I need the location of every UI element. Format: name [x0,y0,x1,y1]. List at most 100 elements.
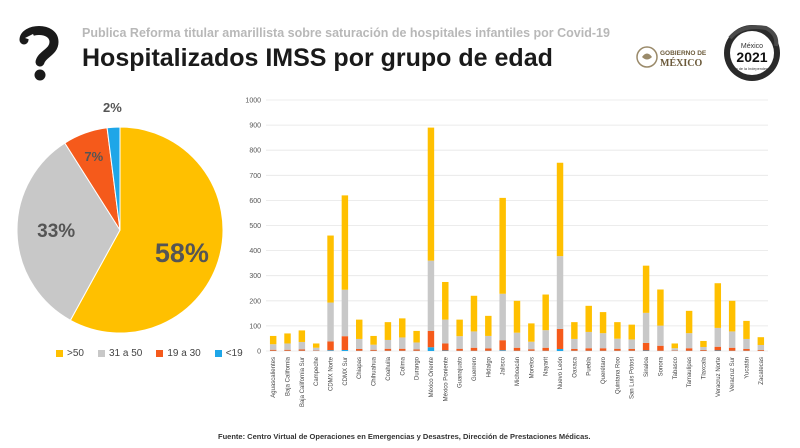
bar-segment [356,338,363,349]
bar-segment [427,260,435,331]
y-tick-label: 400 [249,248,261,255]
bar-segment [370,344,377,350]
bar-segment [642,312,650,343]
bar-segment [657,289,664,326]
x-tick-label: Guerrero [472,356,478,381]
age-group-pie-chart: 58% 33% 7% 2% [16,100,224,334]
x-tick-label: CDMX Norte [329,356,335,391]
bar-segment [714,327,722,347]
x-tick-label: Chihuahua [372,356,378,386]
bar-segment [442,350,449,351]
bar-segment [556,328,564,349]
bar-segment [341,336,349,350]
bar-segment [556,256,564,329]
x-tick-label: Nayarit [544,357,550,376]
legend-item-gt50: >50 [56,348,84,359]
bar-segment [384,348,392,351]
bar-segment [671,350,678,351]
page-title: Hospitalizados IMSS por grupo de edad [82,44,553,72]
legend-swatch-lt19 [214,350,222,357]
bar-segment [714,346,722,351]
bar-segment [284,343,291,350]
bar-segment [442,343,449,351]
bar-segment [499,197,506,294]
bar-segment [298,349,306,351]
x-tick-label: Aguascalientes [271,357,277,398]
x-tick-label: Nuevo León [558,357,564,389]
bar-segment [685,348,693,351]
bar-segment [356,348,363,351]
bar-segment [700,340,707,347]
x-tick-label: Tabasco [673,356,679,379]
bar-segment [556,162,564,257]
bar-segment [528,323,535,342]
bar-segment [485,315,492,336]
bar-segment [542,347,549,351]
gob-line2: MÉXICO [660,57,702,69]
y-tick-label: 600 [249,198,261,205]
bar-segment [614,348,621,351]
legend-swatch-19-30 [156,350,164,357]
bar-segment [743,338,750,349]
bar-segment [642,265,650,313]
x-tick-label: Chiapas [357,357,363,379]
bar-segment [442,319,449,344]
x-tick-label: Baja California Sur [300,357,306,407]
bar-segment [327,302,334,342]
bar-segment [642,350,650,351]
bar-segment [269,344,277,350]
y-tick-label: 100 [249,323,261,330]
x-tick-label: Zacatecas [759,357,765,385]
bar-segment [585,331,592,349]
bar-segment [456,336,463,349]
bar-segment [485,335,492,349]
x-tick-label: Oaxaca [572,356,578,377]
x-tick-label: Querétaro [601,356,607,384]
gob-line1: GOBIERNO DE [660,50,707,57]
hospitalized-by-state-bar-chart: 0 100 200 300 400 500 600 700 800 900 1000 Aguascal… [245,98,768,407]
bar-segment [628,339,635,349]
bar-segment [657,345,664,351]
bar-segment [728,300,736,332]
bar-segment [312,343,320,348]
x-tick-label: Campeche [314,356,320,386]
bar-segment [470,295,478,332]
legend-label-gt50: >50 [67,348,84,359]
bar-segment [370,335,377,345]
bar-segment [685,310,693,334]
bar-segment [628,348,635,351]
bar-segment [470,331,478,348]
bar-segment [714,283,722,328]
x-tick-label: Jalisco [501,356,507,375]
x-tick-label: Sinaloa [644,356,650,377]
bar-segment [728,331,736,348]
bar-segment [413,349,420,351]
bar-segment [269,349,277,351]
x-tick-label: Hidalgo [486,356,492,377]
x-tick-label: México Oriente [429,356,435,397]
bar-segment [657,325,664,346]
bar-segment [327,350,334,351]
y-tick-label: 300 [249,273,261,280]
x-tick-label: Guanajuato [458,356,464,388]
logo-text: México [741,43,763,50]
bar-segment [757,349,765,351]
logo-sub: Año de la Independencia [731,67,774,71]
legend-swatch-gt50 [56,350,63,357]
pie-slice-31-50 [16,142,121,321]
bar-segment [700,349,707,351]
pie-label-gt50: 58% [155,238,209,268]
bar-segment [399,337,406,349]
pie-slice-gt50 [69,126,224,334]
x-tick-label: Tlaxcala [701,356,707,379]
legend-label-lt19: <19 [225,348,243,359]
bar-segment [413,342,420,350]
x-tick-label: Veracruz Norte [716,356,722,397]
x-tick-label: Tamaulipas [687,357,693,387]
y-tick-label: 0 [257,349,261,356]
x-tick-label: Veracruz Sur [730,357,736,392]
bar-segment [399,348,406,351]
pie-slice-lt19 [106,126,121,231]
bar-segment [671,343,678,349]
bar-segment [728,347,736,351]
